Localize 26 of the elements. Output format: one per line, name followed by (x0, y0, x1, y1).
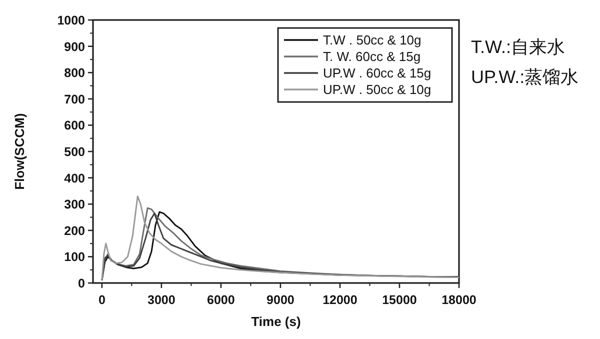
x-tick-label: 3000 (148, 293, 176, 307)
y-tick-label: 600 (64, 118, 86, 133)
text: T.W.:自来水 (471, 37, 565, 57)
y-tick-label: 200 (64, 224, 86, 238)
y-tick-label: 900 (64, 40, 86, 54)
x-tick-label: 9000 (266, 293, 294, 307)
legend-label: T.W . 50cc & 10g (323, 32, 422, 48)
y-tick-label: 500 (64, 145, 86, 159)
x-tick-label: 6000 (207, 293, 235, 307)
y-tick-label: 1000 (57, 14, 86, 28)
y-tick-label: 100 (64, 250, 86, 264)
y-tick-label: 700 (64, 92, 86, 106)
legend-label: T. W. 60cc & 15g (323, 49, 421, 64)
y-tick-label: 400 (64, 171, 86, 186)
x-axis-title: Time (s) (251, 314, 301, 329)
x-tick-label: 0 (98, 293, 106, 307)
x-tick-label: 18000 (442, 293, 476, 307)
text: UP.W.:蒸馏水 (471, 67, 579, 87)
x-tick-label: 12000 (322, 293, 358, 307)
y-tick-label: 300 (64, 198, 86, 212)
y-axis-title: Flow(SCCM) (12, 113, 27, 190)
x-tick-label: 15000 (382, 293, 417, 307)
y-tick-label: 0 (78, 276, 86, 290)
legend-label: UP.W . 60cc & 15g (323, 66, 432, 80)
y-tick-label: 800 (64, 66, 86, 80)
legend-label: UP.W . 50cc & 10g (323, 82, 432, 97)
